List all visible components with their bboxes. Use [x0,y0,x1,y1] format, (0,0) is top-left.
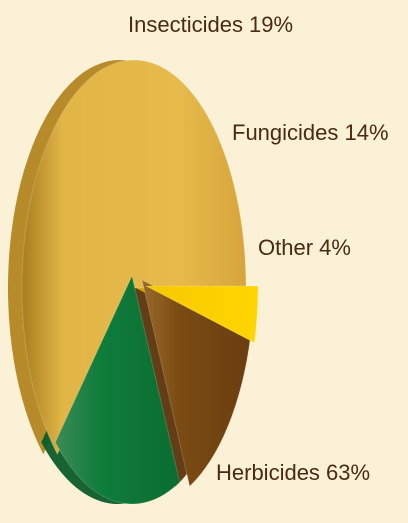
slice-label-insecticides: Insecticides 19% [128,12,294,37]
slice-label-other: Other 4% [258,235,351,260]
slice-label-fungicides: Fungicides 14% [232,120,389,145]
slice-label-herbicides: Herbicides 63% [216,460,371,485]
pie-slice-4 [145,285,259,344]
pie-slice-3 [141,279,252,488]
pie-slice-2 [54,274,181,505]
pie-slices-layer [21,59,259,505]
pie-slice-1 [21,59,247,456]
